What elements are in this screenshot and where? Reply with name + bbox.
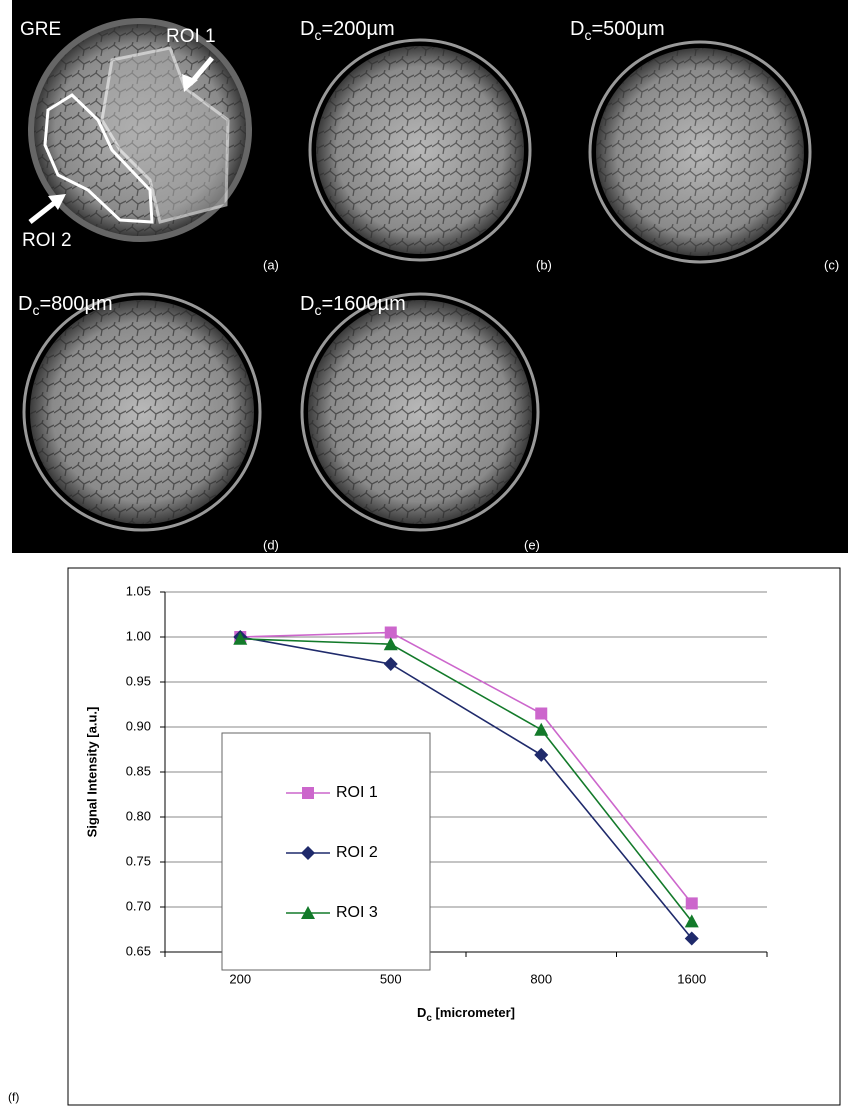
panel-label: (d) [263, 537, 279, 552]
legend-marker [302, 787, 314, 799]
title-text: =1600µm [321, 293, 405, 315]
y-axis-title: Signal Intensity [a.u.] [84, 707, 99, 838]
panel-title: Dc=200µm [300, 18, 395, 42]
panel-label: (c) [824, 257, 839, 272]
x-tick-label: 200 [229, 971, 251, 986]
title-text: D [18, 293, 32, 315]
axis-title-text: D [417, 1005, 426, 1020]
chart-frame [68, 568, 840, 1105]
y-tick-label: 0.85 [126, 763, 151, 778]
marker [385, 627, 397, 639]
title-subscript: c [314, 27, 321, 43]
x-tick-label: 800 [530, 971, 552, 986]
legend-label: ROI 3 [336, 904, 378, 921]
roi-annotation: ROI 2 [22, 230, 72, 251]
panel-label: (f) [8, 1090, 19, 1104]
y-tick-label: 1.05 [126, 583, 151, 598]
figure: GRE ROI 1 ROI 2 (a) Dc=200µm (b) Dc=500µ… [0, 0, 848, 1111]
marker [535, 708, 547, 720]
title-text: GRE [20, 19, 61, 40]
axis-title-text: [micrometer] [432, 1005, 515, 1020]
x-tick-label: 500 [380, 971, 402, 986]
y-tick-label: 0.80 [126, 808, 151, 823]
title-text: D [300, 293, 314, 315]
y-tick-label: 0.65 [126, 943, 151, 958]
title-subscript: c [32, 302, 39, 318]
x-tick-label: 1600 [677, 971, 706, 986]
title-text: =200µm [321, 18, 394, 40]
marker [686, 897, 698, 909]
panel-label: (a) [263, 257, 279, 272]
y-tick-label: 1.00 [126, 628, 151, 643]
y-tick-label: 0.75 [126, 853, 151, 868]
panel-title: Dc=500µm [570, 18, 665, 42]
legend-label: ROI 2 [336, 844, 378, 861]
panel-label: (e) [524, 537, 540, 552]
legend-box [222, 733, 430, 970]
panel-title: GRE [20, 19, 61, 40]
panel-label: (b) [536, 257, 552, 272]
y-tick-label: 0.90 [126, 718, 151, 733]
legend-label: ROI 1 [336, 784, 378, 801]
title-text: =800µm [39, 293, 112, 315]
title-subscript: c [314, 302, 321, 318]
title-text: D [570, 18, 584, 40]
panel-title: Dc=800µm [18, 293, 113, 317]
roi-annotation: ROI 1 [166, 26, 216, 47]
title-text: =500µm [591, 18, 664, 40]
y-tick-label: 0.95 [126, 673, 151, 688]
y-tick-label: 0.70 [126, 898, 151, 913]
title-subscript: c [584, 27, 591, 43]
title-text: D [300, 18, 314, 40]
